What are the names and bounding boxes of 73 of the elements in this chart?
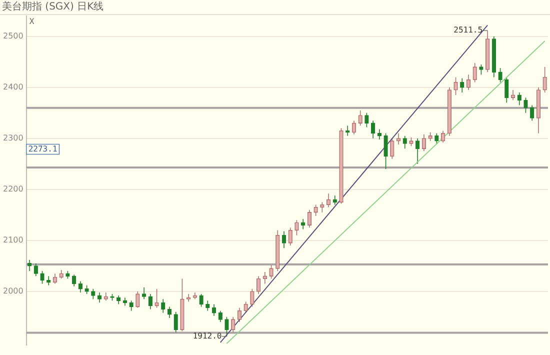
candlestick [269, 264, 274, 280]
candlestick [212, 304, 216, 316]
candlestick [307, 209, 312, 228]
candlestick [250, 288, 254, 308]
candlestick [256, 276, 261, 294]
candlestick [377, 128, 382, 140]
candlestick [52, 273, 58, 284]
candlestick [136, 291, 140, 308]
candlestick [27, 259, 32, 272]
candlestick [199, 294, 204, 308]
candlestick [504, 76, 509, 104]
candlestick [148, 294, 152, 310]
candlestick [422, 134, 426, 152]
candlestick [370, 120, 376, 139]
candlestick [314, 204, 318, 216]
candlestick [326, 193, 331, 208]
candlestick [206, 300, 210, 312]
candlestick [320, 202, 324, 213]
candlestick [142, 286, 146, 300]
candlestick [301, 218, 306, 230]
annotation: 1912.0 [192, 331, 222, 340]
candlestick [161, 298, 166, 314]
candlestick [498, 68, 502, 83]
candlestick [40, 270, 44, 284]
candlestick [358, 110, 362, 126]
y-tick-label: 2500 [3, 31, 24, 40]
candlestick [224, 316, 229, 337]
candlestick [352, 120, 356, 135]
candlestick [346, 125, 350, 136]
candlestick [466, 74, 471, 90]
candlestick [384, 132, 388, 170]
y-tick-label: 2300 [3, 133, 24, 142]
candlestick [510, 90, 516, 101]
annotation: 2273.1 [28, 144, 58, 154]
candlestick [390, 138, 394, 160]
candlestick [78, 280, 83, 293]
candlestick [472, 62, 477, 83]
candlestick [34, 262, 38, 277]
candlestick [174, 311, 178, 333]
candlestick [364, 112, 369, 128]
y-tick-label: 2000 [3, 286, 24, 296]
candlestick [530, 104, 534, 121]
candlestick [332, 195, 337, 206]
candlestick [396, 132, 401, 145]
candlestick [129, 300, 134, 312]
candlestick [440, 130, 446, 143]
candlestick [479, 64, 484, 76]
annotation: 2511.5 [454, 26, 483, 35]
candlestick [454, 76, 458, 96]
y-tick-label: 2100 [3, 236, 24, 245]
candlestick [524, 97, 528, 114]
candlestick [237, 307, 242, 322]
chart-title: 美台期指 (SGX) 日K线 [2, 0, 104, 13]
candlestick [460, 78, 464, 93]
candlestick [402, 135, 407, 150]
candlestick [97, 292, 102, 304]
candlestick [231, 316, 236, 333]
candlestick [542, 66, 547, 93]
candlestick [262, 272, 267, 284]
candlestick [282, 230, 286, 248]
y-tick-label: 2200 [3, 184, 24, 194]
candlestick [167, 306, 172, 318]
y-axis-title: X [29, 17, 34, 26]
candlestick [517, 92, 522, 106]
candlestick [91, 288, 96, 300]
candlestick [294, 220, 299, 236]
candlestick [154, 288, 159, 308]
candlestick [72, 274, 76, 287]
candlestick [288, 227, 292, 246]
candlestick [218, 310, 222, 322]
y-tick-label: 2400 [3, 82, 24, 92]
candlestick [46, 276, 51, 286]
candlestick [416, 138, 420, 164]
